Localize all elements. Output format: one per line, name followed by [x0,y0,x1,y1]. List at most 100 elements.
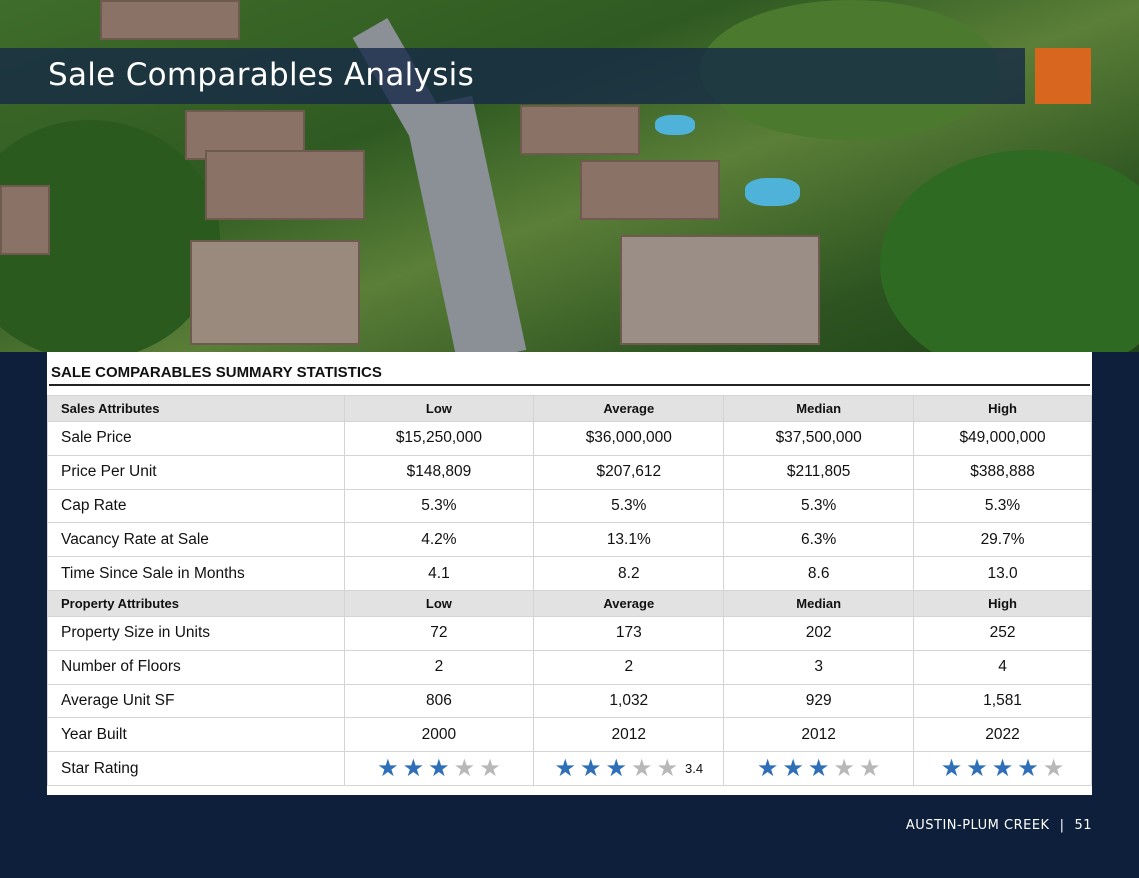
footer-property-name: AUSTIN-PLUM CREEK [905,818,1050,833]
star-icon: ★ [940,754,963,783]
star-icon: ★ [833,754,855,783]
table-cell: 8.6 [723,556,915,591]
star-rating: ★ ★ ★ ★ ★ [757,756,881,780]
table-cell: 2 [533,649,725,685]
row-label: Sale Price [47,421,345,456]
star-rating: ★ ★ ★ ★ ★ 3.4 [554,756,703,780]
header-cell: Low [343,395,535,422]
table-cell: 13.0 [913,556,1092,591]
star-rating: ★ ★ ★ ★ ★ [377,756,501,780]
table-row: Average Unit SF 806 1,032 929 1,581 [47,683,1092,719]
header-cell: High [913,395,1092,422]
table-cell: 4 [913,649,1092,685]
star-icon: ★ [656,754,679,783]
sales-header-row: Sales Attributes Low Average Median High [47,395,1092,422]
star-icon: ★ [402,754,425,783]
header-cell: Average [533,395,725,422]
table-row: Sale Price $15,250,000 $36,000,000 $37,5… [47,421,1092,456]
table-cell: 4.2% [343,522,535,558]
row-label: Price Per Unit [47,454,345,490]
row-label: Cap Rate [47,488,345,524]
star-icon: ★ [756,754,779,783]
title-bar: Sale Comparables Analysis [0,48,1025,104]
table-cell: 4.1 [343,556,535,591]
heading-rule [49,384,1090,386]
table-cell: $37,500,000 [723,421,915,456]
accent-square [1035,48,1091,104]
table-cell: 2022 [913,717,1092,753]
star-rating-value: 3.4 [685,760,704,776]
table-cell: $211,805 [723,454,915,490]
table-cell: $36,000,000 [533,421,725,456]
header-cell: Median [723,395,915,422]
star-icon: ★ [579,754,602,783]
table-cell: 202 [723,615,915,651]
table-row: Property Size in Units 72 173 202 252 [47,615,1092,651]
star-icon: ★ [605,754,628,783]
star-rating-cell: ★ ★ ★ ★ ★ 3.4 [533,751,725,786]
table-cell: $148,809 [343,454,535,490]
header-cell: Low [343,589,535,617]
table-row: Vacancy Rate at Sale 4.2% 13.1% 6.3% 29.… [47,522,1092,558]
table-cell: 1,032 [533,683,725,719]
header-cell: Sales Attributes [47,395,345,422]
row-label: Star Rating [47,751,345,786]
star-rating-row: Star Rating ★ ★ ★ ★ ★ ★ ★ ★ ★ ★ 3.4 ★ ★ ★ ★ ★ ★ ★ ★ ★ ★ [47,751,1092,786]
table-cell: $388,888 [913,454,1092,490]
table-row: Price Per Unit $148,809 $207,612 $211,80… [47,454,1092,490]
table-row: Year Built 2000 2012 2012 2022 [47,717,1092,753]
star-rating-cell: ★ ★ ★ ★ ★ [913,751,1092,786]
star-icon: ★ [1042,754,1065,783]
page-title: Sale Comparables Analysis [48,57,475,93]
table-cell: 806 [343,683,535,719]
table-cell: 1,581 [913,683,1092,719]
row-label: Number of Floors [47,649,345,685]
table-cell: 5.3% [533,488,725,524]
star-icon: ★ [428,754,450,783]
star-rating-cell: ★ ★ ★ ★ ★ [343,751,535,786]
footer: AUSTIN-PLUM CREEK | 51 [906,818,1092,833]
footer-separator: | [1059,818,1065,833]
table-cell: 2012 [533,717,725,753]
table-cell: 6.3% [723,522,915,558]
row-label: Time Since Sale in Months [47,556,345,591]
star-icon: ★ [966,754,988,783]
row-label: Property Size in Units [47,615,345,651]
star-icon: ★ [453,754,476,783]
star-icon: ★ [554,754,576,783]
table-row: Number of Floors 2 2 3 4 [47,649,1092,685]
table-cell: 929 [723,683,915,719]
table-cell: 5.3% [343,488,535,524]
star-icon: ★ [991,754,1014,783]
star-icon: ★ [1017,754,1039,783]
summary-statistics-card: SALE COMPARABLES SUMMARY STATISTICS Sale… [47,352,1092,795]
table-cell: $15,250,000 [343,421,535,456]
row-label: Average Unit SF [47,683,345,719]
header-cell: Average [533,589,725,617]
header-cell: Median [723,589,915,617]
summary-statistics-table: Sales Attributes Low Average Median High… [47,395,1092,786]
table-cell: 72 [343,615,535,651]
table-cell: 252 [913,615,1092,651]
row-label: Vacancy Rate at Sale [47,522,345,558]
star-icon: ★ [479,754,501,783]
star-rating: ★ ★ ★ ★ ★ [941,756,1065,780]
property-header-row: Property Attributes Low Average Median H… [47,589,1092,617]
table-cell: $49,000,000 [913,421,1092,456]
star-icon: ★ [631,754,653,783]
star-icon: ★ [782,754,804,783]
table-cell: 2012 [723,717,915,753]
table-cell: 3 [723,649,915,685]
star-icon: ★ [807,754,830,783]
table-row: Time Since Sale in Months 4.1 8.2 8.6 13… [47,556,1092,591]
table-row: Cap Rate 5.3% 5.3% 5.3% 5.3% [47,488,1092,524]
page-number: 51 [1074,818,1092,833]
table-cell: 29.7% [913,522,1092,558]
table-cell: 2 [343,649,535,685]
header-cell: High [913,589,1092,617]
star-icon: ★ [377,754,399,783]
table-cell: 13.1% [533,522,725,558]
header-cell: Property Attributes [47,589,345,617]
table-cell: 5.3% [723,488,915,524]
star-rating-cell: ★ ★ ★ ★ ★ [723,751,915,786]
